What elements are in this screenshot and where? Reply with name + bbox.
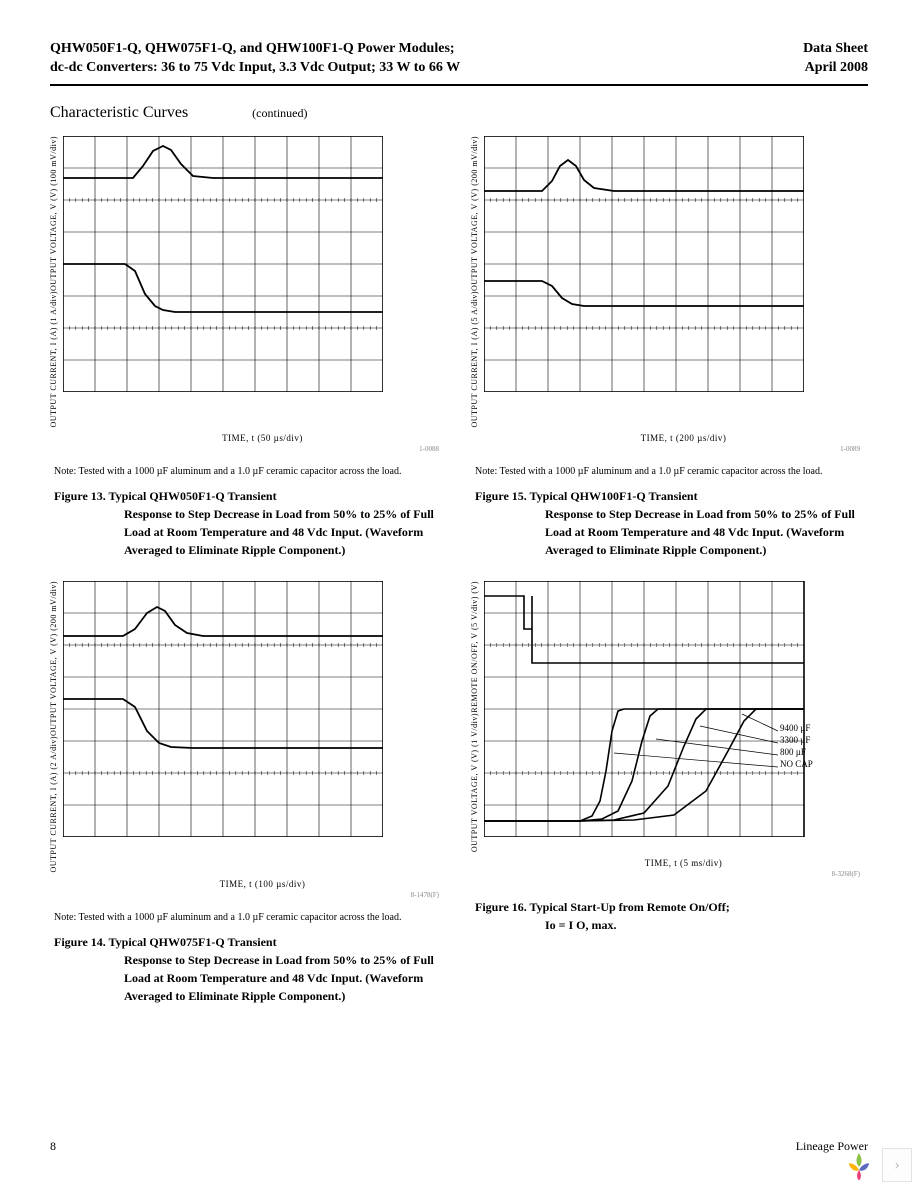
fig14-ylabel-bot: OUTPUT CURRENT, I (A) (2 A/div) <box>50 736 59 873</box>
header-doc-type: Data Sheet <box>803 40 868 59</box>
fig13-caption-body: Response to Step Decrease in Load from 5… <box>124 505 447 559</box>
fig15-caption-body: Response to Step Decrease in Load from 5… <box>545 505 868 559</box>
page-footer: 8 Lineage Power <box>50 1139 868 1154</box>
fig13-note: Note: Tested with a 1000 µF aluminum and… <box>54 465 447 479</box>
fig14-id: 8-1478(F) <box>50 891 439 899</box>
fig14-ylabel-top: OUTPUT VOLTAGE, V (V) (200 mV/div) <box>50 581 59 736</box>
fig13-ylabel-top: OUTPUT VOLTAGE, V (V) (100 mV/div) <box>50 136 59 291</box>
fig15-ylabel-bot: OUTPUT CURRENT, I (A) (5 A/div) <box>471 291 480 428</box>
fig15-ylabel-top: OUTPUT VOLTAGE, V (V) (200 mV/div) <box>471 136 480 291</box>
fig14-caption: Figure 14. Typical QHW075F1-Q Transient … <box>54 933 447 1005</box>
fig16-caption: Figure 16. Typical Start-Up from Remote … <box>475 898 868 934</box>
fig15-note: Note: Tested with a 1000 µF aluminum and… <box>475 465 868 479</box>
fig16-ylabel-top: REMOTE ON/OFF, V (5 V/div) (V) <box>471 581 480 713</box>
figure-13: OUTPUT VOLTAGE, V (V) (100 mV/div) OUTPU… <box>50 136 447 560</box>
fig14-chart <box>63 581 383 837</box>
svg-text:9400 µF: 9400 µF <box>780 723 810 733</box>
fig16-xlabel: TIME, t (5 ms/div) <box>499 858 868 868</box>
section-title-text: Characteristic Curves <box>50 104 188 121</box>
logo-icon <box>842 1148 876 1182</box>
header-title-1: QHW050F1-Q, QHW075F1-Q, and QHW100F1-Q P… <box>50 40 460 59</box>
header-right: Data Sheet April 2008 <box>803 40 868 78</box>
fig13-ylabels: OUTPUT VOLTAGE, V (V) (100 mV/div) OUTPU… <box>50 136 63 428</box>
fig13-id: 1-0088 <box>50 445 439 453</box>
viewer-controls: › <box>842 1148 912 1182</box>
fig15-caption: Figure 15. Typical QHW100F1-Q Transient … <box>475 487 868 559</box>
header-date: April 2008 <box>803 59 868 78</box>
figure-columns: OUTPUT VOLTAGE, V (V) (100 mV/div) OUTPU… <box>50 136 868 1027</box>
fig14-xlabel: TIME, t (100 µs/div) <box>78 879 447 889</box>
page-number: 8 <box>50 1139 56 1154</box>
header-left: QHW050F1-Q, QHW075F1-Q, and QHW100F1-Q P… <box>50 40 460 78</box>
header-title-2: dc-dc Converters: 36 to 75 Vdc Input, 3.… <box>50 59 460 78</box>
fig14-caption-lead: Figure 14. Typical QHW075F1-Q Transient <box>54 935 277 949</box>
fig16-caption-lead: Figure 16. Typical Start-Up from Remote … <box>475 900 730 914</box>
fig14-caption-body: Response to Step Decrease in Load from 5… <box>124 951 447 1005</box>
fig16-caption-body: Io = I O, max. <box>545 916 868 934</box>
fig14-ylabels: OUTPUT VOLTAGE, V (V) (200 mV/div) OUTPU… <box>50 581 63 873</box>
fig15-caption-lead: Figure 15. Typical QHW100F1-Q Transient <box>475 489 698 503</box>
fig13-ylabel-bot: OUTPUT CURRENT, I (A) (1 A/div) <box>50 291 59 428</box>
figure-15: OUTPUT VOLTAGE, V (V) (200 mV/div) OUTPU… <box>471 136 868 560</box>
fig15-chart <box>484 136 804 392</box>
next-page-button[interactable]: › <box>882 1148 912 1182</box>
section-title: Characteristic Curves (continued) <box>50 104 868 122</box>
right-column: OUTPUT VOLTAGE, V (V) (200 mV/div) OUTPU… <box>471 136 868 1027</box>
fig13-chart <box>63 136 383 392</box>
fig15-xlabel: TIME, t (200 µs/div) <box>499 433 868 443</box>
svg-text:800 µF: 800 µF <box>780 747 806 757</box>
fig15-id: 1-0089 <box>471 445 860 453</box>
fig13-xlabel: TIME, t (50 µs/div) <box>78 433 447 443</box>
svg-text:3300 µF: 3300 µF <box>780 735 810 745</box>
figure-14: OUTPUT VOLTAGE, V (V) (200 mV/div) OUTPU… <box>50 581 447 1005</box>
page-header: QHW050F1-Q, QHW075F1-Q, and QHW100F1-Q P… <box>50 40 868 86</box>
fig15-ylabels: OUTPUT VOLTAGE, V (V) (200 mV/div) OUTPU… <box>471 136 484 428</box>
fig16-chart: 9400 µF 3300 µF 800 µF NO CAP <box>484 581 824 837</box>
fig16-id: 8-3268(F) <box>471 870 860 878</box>
fig14-note: Note: Tested with a 1000 µF aluminum and… <box>54 911 447 925</box>
fig16-ylabels: REMOTE ON/OFF, V (5 V/div) (V) OUTPUT VO… <box>471 581 484 852</box>
fig13-caption-lead: Figure 13. Typical QHW050F1-Q Transient <box>54 489 277 503</box>
left-column: OUTPUT VOLTAGE, V (V) (100 mV/div) OUTPU… <box>50 136 447 1027</box>
fig13-caption: Figure 13. Typical QHW050F1-Q Transient … <box>54 487 447 559</box>
svg-text:NO CAP: NO CAP <box>780 759 813 769</box>
section-continued: (continued) <box>252 106 307 120</box>
fig16-ylabel-bot: OUTPUT VOLTAGE, V (V) (1 V/div) <box>471 713 480 852</box>
figure-16: REMOTE ON/OFF, V (5 V/div) (V) OUTPUT VO… <box>471 581 868 934</box>
